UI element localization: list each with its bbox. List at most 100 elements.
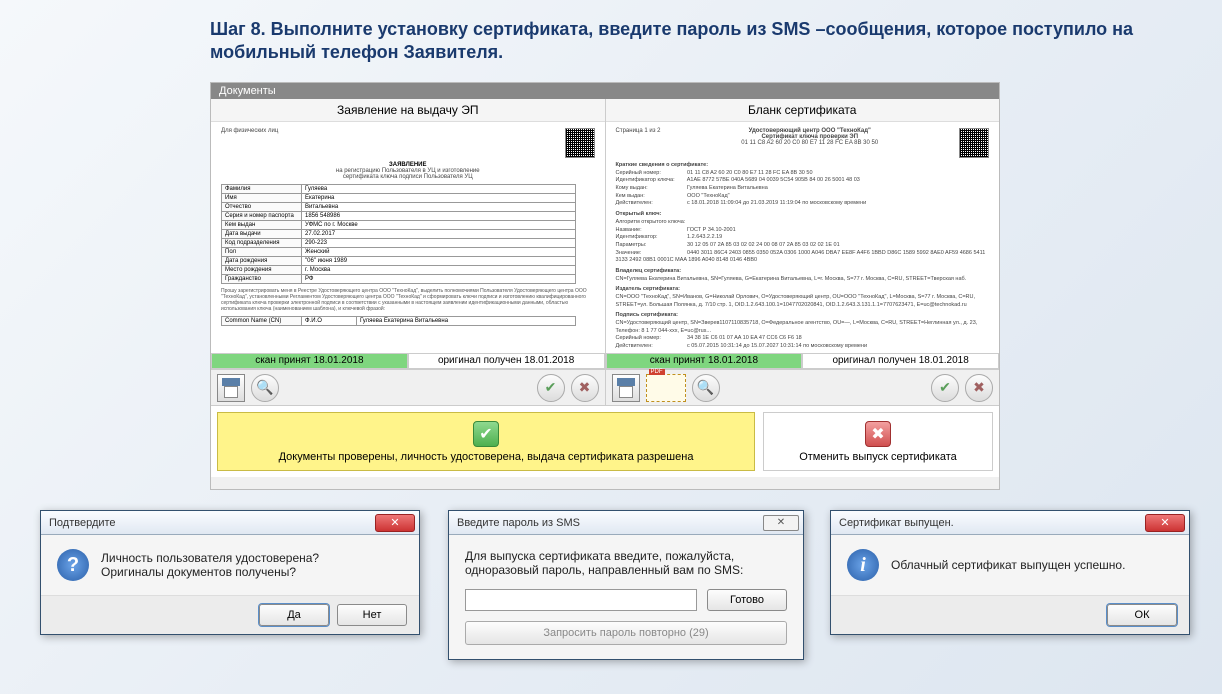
right-document-preview: Страница 1 из 2 Удостоверяющий центр ООО… bbox=[606, 122, 1000, 353]
cert-kv-row: Действителен: с 05.07.2015 10:31:14 до 1… bbox=[616, 343, 990, 351]
documents-titlebar: Документы bbox=[211, 83, 999, 99]
zoom-button[interactable]: 🔍 bbox=[692, 374, 720, 402]
table-cell: "06" июня 1989 bbox=[302, 257, 576, 266]
cert-block5-title: Подпись сертификата: bbox=[616, 312, 990, 320]
cert-kv-row: Серийный номер: 01 11 C8 A2 60 20 C0 80 … bbox=[616, 170, 990, 178]
right-toolbar: 🔍 ✔ ✖ bbox=[606, 369, 1000, 405]
table-cell: Гуляева bbox=[302, 185, 576, 194]
right-original-status: оригинал получен 18.01.2018 bbox=[802, 353, 999, 369]
cert-block1: Серийный номер: 01 11 C8 A2 60 20 C0 80 … bbox=[616, 170, 990, 208]
sms-password-input[interactable] bbox=[465, 589, 697, 611]
table-cell: 290-223 bbox=[302, 239, 576, 248]
application-paragraph: Прошу зарегистрировать меня в Реестре Уд… bbox=[221, 288, 595, 312]
cn-label: Common Name (CN) bbox=[222, 317, 302, 326]
approve-doc-button[interactable]: ✔ bbox=[537, 374, 565, 402]
left-original-status: оригинал получен 18.01.2018 bbox=[408, 353, 605, 369]
table-cell: Место рождения bbox=[222, 266, 302, 275]
right-document-title: Бланк сертификата bbox=[606, 99, 1000, 122]
cn-fio-label: Ф.И.О bbox=[302, 317, 357, 326]
bottom-actions: ✔ Документы проверены, личность удостове… bbox=[211, 405, 999, 477]
sms-titlebar: Введите пароль из SMS ✕ bbox=[449, 511, 803, 535]
reject-doc-button[interactable]: ✖ bbox=[965, 374, 993, 402]
cert-kv-row: Алгоритм открытого ключа: bbox=[616, 219, 990, 227]
table-cell: Екатерина bbox=[302, 194, 576, 203]
cancel-box[interactable]: ✖ Отменить выпуск сертификата bbox=[763, 412, 993, 471]
done-dialog: Сертификат выпущен. ✕ i Облачный сертифи… bbox=[830, 510, 1190, 635]
step-heading: Шаг 8. Выполните установку сертификата, … bbox=[210, 18, 1192, 65]
cert-kv-row: Идентификатор: 1.2.643.2.2.19 bbox=[616, 234, 990, 242]
sms-body-text: Для выпуска сертификата введите, пожалуй… bbox=[465, 549, 787, 577]
table-cell: Имя bbox=[222, 194, 302, 203]
cert-kv-row: Название: ГОСТ Р 34.10-2001 bbox=[616, 227, 990, 235]
table-cell: Витальевна bbox=[302, 203, 576, 212]
close-icon[interactable]: ✕ bbox=[375, 514, 415, 532]
resend-button[interactable]: Запросить пароль повторно (29) bbox=[465, 621, 787, 645]
check-icon: ✔ bbox=[473, 421, 499, 447]
left-document-preview: Для физических лиц ЗАЯВЛЕНИЕ на регистра… bbox=[211, 122, 605, 353]
question-icon: ? bbox=[57, 549, 89, 581]
confirm-titlebar: Подтвердите ✕ bbox=[41, 511, 419, 535]
approved-box[interactable]: ✔ Документы проверены, личность удостове… bbox=[217, 412, 755, 471]
print-button[interactable] bbox=[612, 374, 640, 402]
table-cell: РФ bbox=[302, 275, 576, 284]
table-cell: 1856 548986 bbox=[302, 212, 576, 221]
page-indicator: Страница 1 из 2 bbox=[616, 128, 661, 158]
table-cell: 27.02.2017 bbox=[302, 230, 576, 239]
table-cell: Дата рождения bbox=[222, 257, 302, 266]
table-cell: УФМС по г. Москве bbox=[302, 221, 576, 230]
close-icon[interactable]: ✕ bbox=[1145, 514, 1185, 532]
cert-block2: Алгоритм открытого ключа: Название: ГОСТ… bbox=[616, 219, 990, 265]
sms-title: Введите пароль из SMS bbox=[457, 517, 580, 529]
table-cell: Серия и номер паспорта bbox=[222, 212, 302, 221]
approved-text: Документы проверены, личность удостовере… bbox=[279, 451, 694, 463]
approve-doc-button[interactable]: ✔ bbox=[931, 374, 959, 402]
no-button[interactable]: Нет bbox=[337, 604, 407, 626]
table-cell: Гражданство bbox=[222, 275, 302, 284]
table-cell: Дата выдачи bbox=[222, 230, 302, 239]
doc-category-label: Для физических лиц bbox=[221, 128, 278, 158]
confirm-title: Подтвердите bbox=[49, 517, 116, 529]
documents-window: Документы Заявление на выдачу ЭП Для физ… bbox=[210, 82, 1000, 490]
right-scan-status: скан принят 18.01.2018 bbox=[606, 353, 803, 369]
cert-block3-title: Владелец сертификата: bbox=[616, 268, 990, 276]
close-icon[interactable]: ✕ bbox=[763, 515, 799, 531]
table-cell: г. Москва bbox=[302, 266, 576, 275]
sms-dialog: Введите пароль из SMS ✕ Для выпуска серт… bbox=[448, 510, 804, 660]
done-title: Сертификат выпущен. bbox=[839, 517, 954, 529]
cert-block1-title: Краткие сведения о сертификате: bbox=[616, 162, 990, 170]
left-document-title: Заявление на выдачу ЭП bbox=[211, 99, 605, 122]
done-titlebar: Сертификат выпущен. ✕ bbox=[831, 511, 1189, 535]
reject-doc-button[interactable]: ✖ bbox=[571, 374, 599, 402]
cert-kv-row: Кому выдан: Гуляева Екатерина Витальевна bbox=[616, 185, 990, 193]
table-cell: Отчество bbox=[222, 203, 302, 212]
table-cell: Пол bbox=[222, 248, 302, 257]
right-status-row: скан принят 18.01.2018 оригинал получен … bbox=[606, 353, 1000, 369]
cn-value: Гуляева Екатерина Витальевна bbox=[356, 317, 575, 326]
confirm-line2: Оригиналы документов получены? bbox=[101, 565, 319, 579]
table-cell: Кем выдан bbox=[222, 221, 302, 230]
table-cell: Фамилия bbox=[222, 185, 302, 194]
left-toolbar: 🔍 ✔ ✖ bbox=[211, 369, 605, 405]
left-document-panel: Заявление на выдачу ЭП Для физических ли… bbox=[211, 99, 606, 405]
cross-icon: ✖ bbox=[865, 421, 891, 447]
cert-serial-header: 01 11 C8 A2 60 20 C0 80 E7 11 28 FC EA 8… bbox=[660, 140, 959, 146]
cancel-text: Отменить выпуск сертификата bbox=[799, 451, 957, 463]
print-button[interactable] bbox=[217, 374, 245, 402]
cert-kv-row: Серийный номер: 34 38 1E C6 01 07 AA 10 … bbox=[616, 335, 990, 343]
right-document-panel: Бланк сертификата Страница 1 из 2 Удосто… bbox=[606, 99, 1000, 405]
cert-kv-row: Параметры: 30 12 05 07 2A 85 03 02 02 24… bbox=[616, 242, 990, 250]
cert-kv-row: Значение: 0440 3011 86C4 2403 0855 0350 … bbox=[616, 250, 990, 265]
zoom-button[interactable]: 🔍 bbox=[251, 374, 279, 402]
pdf-stamp-button[interactable] bbox=[646, 374, 686, 402]
cert-block5: CN=Удостоверяющий центр, SN=Зверев110711… bbox=[616, 320, 990, 335]
application-subtitle-2: сертификата ключа подписи Пользователя У… bbox=[221, 174, 595, 180]
done-body-text: Облачный сертификат выпущен успешно. bbox=[891, 558, 1125, 572]
cert-kv-row: Идентификатор ключа: A1AE 8772 57BE 040A… bbox=[616, 177, 990, 185]
cert-block4-title: Издатель сертификата: bbox=[616, 286, 990, 294]
info-icon: i bbox=[847, 549, 879, 581]
yes-button[interactable]: Да bbox=[259, 604, 329, 626]
confirm-dialog: Подтвердите ✕ ? Личность пользователя уд… bbox=[40, 510, 420, 635]
ok-button[interactable]: ОК bbox=[1107, 604, 1177, 626]
confirm-line1: Личность пользователя удостоверена? bbox=[101, 551, 319, 565]
ready-button[interactable]: Готово bbox=[707, 589, 787, 611]
